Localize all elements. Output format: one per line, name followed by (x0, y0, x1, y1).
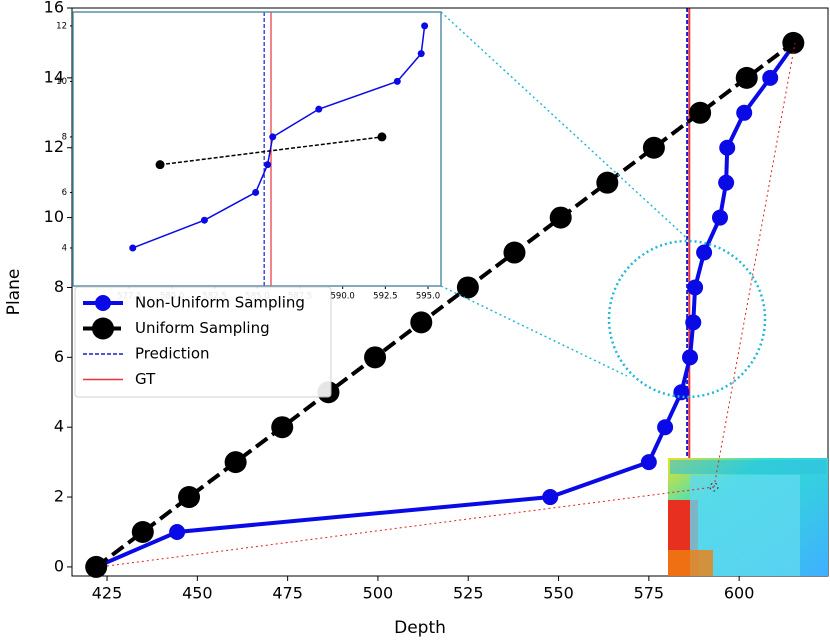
data-point (393, 77, 401, 85)
plot-background (73, 12, 441, 286)
axes-frame (72, 11, 442, 287)
data-point (85, 555, 108, 578)
legend-label: Non-Uniform Sampling (135, 294, 305, 312)
data-point (224, 451, 247, 474)
data-point (549, 206, 572, 229)
x-tick-label: 590.0 (331, 291, 355, 301)
y-tick-label: 0 (54, 556, 64, 575)
y-tick-label: 8 (54, 277, 64, 296)
data-point (252, 188, 260, 196)
plot-area (129, 12, 429, 286)
y-tick-label: 10 (56, 77, 67, 87)
y-tick-label: 8 (62, 132, 67, 142)
data-point (673, 384, 690, 401)
plot-area (85, 8, 805, 578)
data-point (200, 216, 208, 224)
legend: Non-Uniform Sampling Uniform Sampling Pred… (74, 286, 332, 398)
data-point (155, 160, 165, 170)
data-point (687, 279, 704, 296)
data-point (410, 311, 433, 334)
y-tick-label: 2 (54, 487, 64, 506)
legend-label: GT (135, 370, 156, 388)
x-tick-label: 500 (363, 583, 394, 602)
y-tick-label: 4 (62, 243, 67, 253)
legend-box (74, 286, 332, 398)
y-tick-label: 12 (56, 21, 67, 31)
data-point (264, 161, 272, 169)
axes-frame (71, 7, 829, 577)
y-tick-label: 6 (62, 188, 67, 198)
data-point (271, 416, 294, 439)
y-axis-label: Plane (4, 269, 24, 316)
data-point (685, 314, 702, 331)
data-point (542, 489, 559, 506)
depth-image (668, 458, 828, 576)
data-point (129, 244, 137, 252)
data-point (762, 69, 779, 86)
y-tick-label: 16 (44, 0, 64, 17)
data-point (131, 520, 154, 543)
data-point (696, 244, 713, 261)
data-point (657, 419, 674, 436)
data-point (640, 454, 657, 471)
data-point (269, 133, 277, 141)
y-tick-label: 10 (44, 207, 64, 226)
x-tick-label: 525 (453, 583, 484, 602)
data-point (735, 66, 758, 89)
series-line (95, 41, 797, 569)
data-point (689, 101, 712, 124)
data-point (421, 22, 429, 30)
x-tick-label: 550 (543, 583, 574, 602)
legend-label: Uniform Sampling (135, 319, 270, 337)
x-tick-label: 600 (724, 583, 755, 602)
data-point (364, 346, 387, 369)
y-tick-label: 6 (54, 347, 64, 366)
y-tick-label: 14 (44, 67, 64, 86)
x-tick-label: 475 (272, 583, 303, 602)
x-tick-label: 592.5 (373, 291, 397, 301)
data-point (503, 241, 526, 264)
data-point (417, 50, 425, 58)
data-point (782, 31, 805, 54)
legend-marker (95, 295, 111, 311)
y-tick-label: 12 (44, 137, 64, 156)
legend-label: Prediction (135, 345, 210, 363)
x-tick-label: 450 (182, 583, 213, 602)
data-point (718, 174, 735, 191)
data-point (377, 132, 387, 142)
x-tick-label: 595.0 (416, 291, 440, 301)
data-point (736, 104, 753, 121)
legend-marker (92, 317, 114, 340)
data-point (456, 276, 479, 299)
series-line (95, 41, 795, 569)
data-point (712, 209, 728, 226)
series-line (159, 136, 383, 166)
inset-plot: 577.5580.0582.5585.0587.5590.0592.5595.0… (56, 11, 442, 301)
zoom-annotation (106, 11, 796, 567)
x-axis-label: Depth (394, 618, 446, 638)
y-tick-label: 4 (54, 417, 64, 436)
data-point (169, 523, 186, 540)
data-point (178, 486, 201, 509)
data-point (719, 139, 736, 156)
data-point (642, 136, 665, 159)
data-point (682, 349, 699, 366)
data-point (315, 105, 323, 113)
x-tick-label: 425 (92, 583, 123, 602)
x-tick-label: 575 (634, 583, 665, 602)
data-point (596, 171, 619, 194)
